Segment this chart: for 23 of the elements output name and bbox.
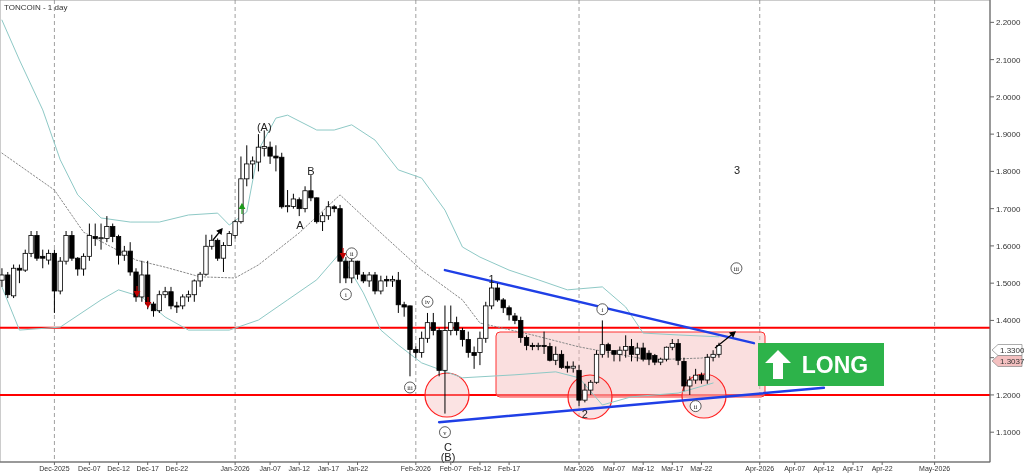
y-tick-label: 1.8000 bbox=[996, 167, 1022, 177]
text: 1.3037 bbox=[1000, 357, 1024, 366]
chart-title: TONCOIN - 1 day bbox=[4, 3, 68, 12]
y-tick-label: 1.1000 bbox=[996, 428, 1022, 438]
y-tick-label: 1.7000 bbox=[996, 204, 1022, 214]
text: 1.3300 bbox=[1000, 346, 1024, 355]
annotation: LONG bbox=[801, 352, 869, 378]
annotation: (A) bbox=[256, 120, 272, 133]
y-tick-label: 2.1000 bbox=[996, 55, 1022, 65]
annotation: (B) bbox=[440, 451, 456, 463]
y-tick-label: 2.0000 bbox=[996, 92, 1022, 102]
annotation: C bbox=[444, 441, 453, 453]
annotation: 2 bbox=[581, 407, 588, 420]
annotation: 1 bbox=[488, 273, 495, 286]
y-tick-label: 1.5000 bbox=[996, 279, 1022, 289]
y-tick-label: 1.4000 bbox=[996, 316, 1022, 326]
y-tick-label: 1.6000 bbox=[996, 241, 1022, 251]
y-tick-label: 1.2000 bbox=[996, 390, 1022, 400]
annotation: 3 bbox=[733, 164, 741, 176]
annotation: B bbox=[307, 165, 315, 178]
y-tick-label: 1.9000 bbox=[996, 130, 1022, 140]
y-tick-label: 2.2000 bbox=[996, 18, 1022, 28]
annotation: A bbox=[296, 219, 305, 231]
